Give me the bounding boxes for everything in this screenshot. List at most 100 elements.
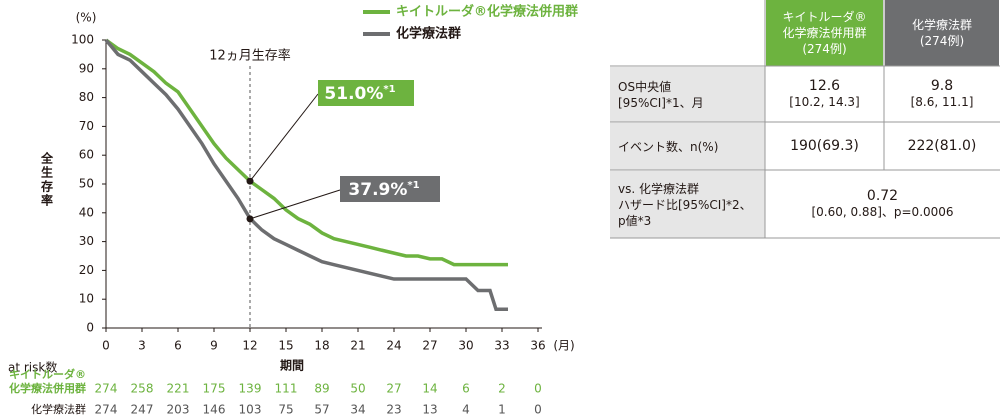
x-tick-label: 24 — [386, 339, 401, 353]
y-tick-label: 60 — [79, 148, 94, 162]
callout-note: *1 — [383, 84, 395, 95]
cell-text: OS中央値 — [618, 79, 672, 94]
x-tick-label: 0 — [102, 339, 110, 353]
x-tick-label: 21 — [350, 339, 365, 353]
callout-value: 51.0% — [324, 84, 383, 104]
y-tick-label: 40 — [79, 205, 94, 219]
cell-text: p値*3 — [618, 213, 652, 228]
y-tick-label: 90 — [79, 61, 94, 75]
callout-line — [249, 93, 319, 182]
at-risk-value: 203 — [167, 403, 190, 417]
callout-box — [318, 80, 414, 106]
at-risk-value: 221 — [167, 382, 190, 396]
cell-text: vs. 化学療法群 — [618, 181, 699, 196]
at-risk-value: 103 — [239, 403, 262, 417]
reference-label: 12ヵ月生存率 — [209, 48, 291, 64]
table-cell: 9.8 [8.6, 11.1] — [884, 66, 1000, 122]
at-risk-value: 75 — [278, 403, 293, 417]
at-risk-value: 34 — [350, 403, 365, 417]
at-risk-value: 274 — [95, 382, 118, 396]
x-tick-label: 12 — [242, 339, 257, 353]
cell-text: 9.8 — [930, 78, 954, 94]
survival-point — [246, 177, 254, 185]
cell-text: 190(69.3) — [790, 138, 859, 154]
cell-text: ハザード比[95%CI]*2、 — [618, 197, 752, 212]
y-tick-label: 70 — [79, 119, 94, 133]
callout-label: 51.0%*1 — [324, 84, 395, 104]
at-risk-title: at risk数 — [8, 360, 57, 375]
at-risk-value: 23 — [386, 403, 401, 417]
at-risk-value: 274 — [95, 403, 118, 417]
at-risk-value: 4 — [462, 403, 470, 417]
cell-text: 222(81.0) — [907, 138, 977, 154]
table-cell: キイトルーダ® 化学療法併用群 (274例) — [766, 0, 883, 66]
y-axis-title: 全生存率 — [40, 151, 54, 208]
survival-curve — [104, 38, 508, 312]
y-tick-label: 0 — [86, 321, 94, 335]
cell-text: 化学療法併用群 — [782, 26, 867, 40]
at-risk-value: 258 — [131, 382, 154, 396]
cell-text: 化学療法群 — [911, 18, 972, 32]
at-risk-value: 6 — [462, 382, 470, 396]
at-risk-value: 2 — [498, 382, 506, 396]
table-cell: 190(69.3) — [765, 122, 884, 170]
at-risk-value: 175 — [203, 382, 226, 396]
y-unit: (%) — [76, 11, 97, 25]
cell-text: [10.2, 14.3] — [789, 95, 860, 109]
survival-curve — [104, 38, 508, 267]
table-cell: 化学療法群 (274例) — [885, 0, 999, 66]
table-cell: vs. 化学療法群 ハザード比[95%CI]*2、 p値*3 — [610, 171, 765, 238]
cell-text: キイトルーダ® — [782, 10, 867, 24]
y-tick-label: 30 — [79, 234, 94, 248]
at-risk-value: 57 — [314, 403, 329, 417]
at-risk-value: 111 — [275, 382, 298, 396]
x-tick-label: 15 — [278, 339, 293, 353]
callout-box — [340, 176, 440, 202]
cell-text: 12.6 — [808, 78, 841, 94]
cell-text: [8.6, 11.1] — [910, 95, 974, 109]
y-tick-label: 10 — [79, 292, 94, 306]
legend-label: キイトルーダ®化学療法併用群 — [396, 4, 578, 20]
at-risk-value: 14 — [422, 382, 437, 396]
y-tick-label: 50 — [79, 177, 94, 191]
x-tick-label: 6 — [174, 339, 182, 353]
callout-note: *1 — [407, 180, 419, 191]
x-tick-label: 36 — [530, 339, 545, 353]
y-tick-label: 100 — [71, 33, 94, 47]
at-risk-value: 247 — [131, 403, 154, 417]
legend-label: 化学療法群 — [396, 26, 461, 42]
cell-text: (274例) — [802, 42, 847, 56]
table-cell: 12.6 [10.2, 14.3] — [765, 66, 884, 122]
table-cell: OS中央値 [95%CI]*1、月 — [610, 67, 765, 122]
at-risk-value: 146 — [203, 403, 226, 417]
at-risk-row-label: キイトルーダ® — [9, 367, 86, 381]
y-tick-label: 80 — [79, 90, 94, 104]
at-risk-value: 1 — [498, 403, 506, 417]
at-risk-value: 89 — [314, 382, 329, 396]
callout-label: 37.9%*1 — [348, 180, 419, 200]
at-risk-value: 27 — [386, 382, 401, 396]
cell-text: イベント数、n(%) — [618, 139, 719, 154]
at-risk-row-label: 化学療法群 — [31, 402, 86, 416]
cell-text: [95%CI]*1、月 — [618, 95, 704, 110]
callout-value: 37.9% — [348, 180, 407, 200]
at-risk-value: 0 — [534, 403, 542, 417]
table-cell: イベント数、n(%) — [610, 123, 765, 170]
cell-text: [0.60, 0.88]、p=0.0006 — [811, 205, 954, 219]
x-tick-label: 9 — [210, 339, 218, 353]
table-cell: 0.72 [0.60, 0.88]、p=0.0006 — [765, 170, 1000, 238]
at-risk-row-label: 化学療法併用群 — [9, 381, 86, 395]
x-tick-label: 30 — [458, 339, 473, 353]
at-risk-value: 0 — [534, 382, 542, 396]
x-tick-label: 18 — [314, 339, 329, 353]
cell-text: (274例) — [919, 34, 965, 48]
x-tick-label: 27 — [422, 339, 437, 353]
x-unit: (月) — [553, 339, 574, 353]
cell-text: 0.72 — [866, 188, 899, 204]
x-tick-label: 33 — [494, 339, 509, 353]
table-cell: 222(81.0) — [884, 122, 1000, 170]
callout-line — [249, 189, 341, 220]
at-risk-value: 50 — [350, 382, 365, 396]
